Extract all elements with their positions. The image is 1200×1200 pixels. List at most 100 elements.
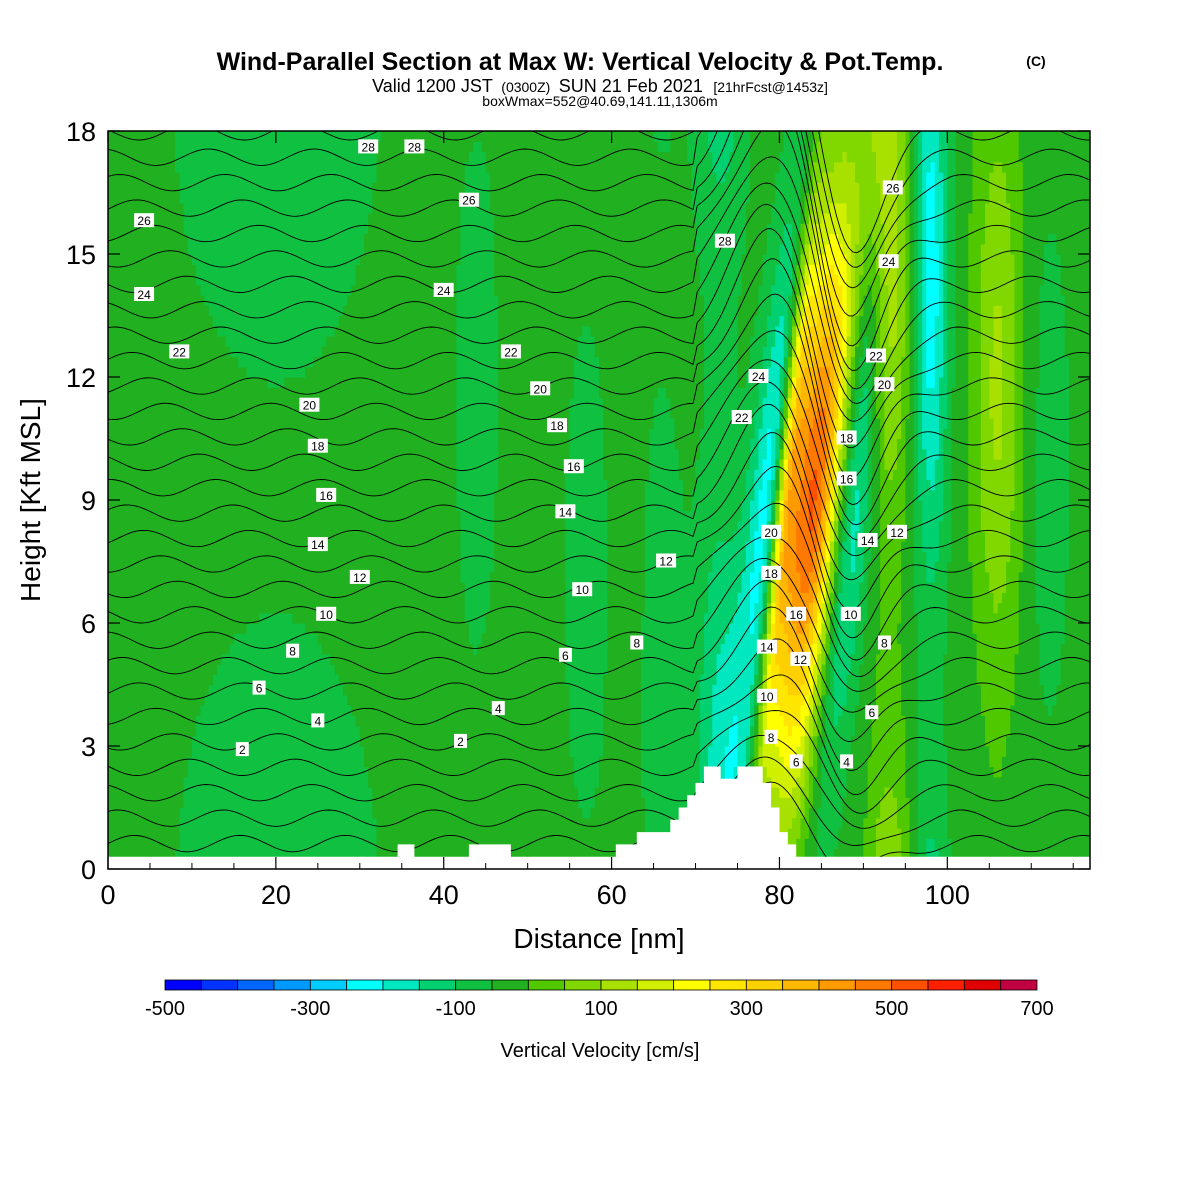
contour-label: 4 — [840, 754, 854, 769]
contour-label: 6 — [558, 647, 572, 663]
x-tick-label: 40 — [429, 880, 459, 910]
colorbar-swatch — [600, 979, 638, 991]
colorbar-tick-label: -500 — [145, 998, 185, 1020]
colorbar-tick-label: 300 — [730, 998, 763, 1020]
y-axis-label: Height [Kft MSL] — [15, 398, 46, 602]
theta-contours — [108, 131, 1090, 869]
contour-label: 24 — [134, 287, 155, 302]
colorbar-tick-label: 700 — [1020, 998, 1053, 1020]
colorbar — [164, 979, 1038, 991]
contour-label: 18 — [761, 565, 782, 581]
theta-contour — [108, 638, 1090, 772]
y-tick-label: 0 — [81, 855, 96, 885]
valid-line: Valid 1200 JST (0300Z) SUN 21 Feb 2021 [… — [372, 76, 828, 96]
contour-label: 26 — [134, 213, 155, 228]
contour-label: 26 — [458, 192, 479, 208]
contour-label: 6 — [789, 754, 803, 769]
x-tick-label: 0 — [100, 880, 115, 910]
contour-label: 18 — [307, 438, 328, 454]
contour-label: 18 — [547, 418, 567, 433]
contour-label: 14 — [756, 639, 777, 655]
contour-label: 20 — [299, 397, 320, 413]
contour-label: 10 — [840, 606, 861, 622]
theta-contour — [108, 156, 1090, 390]
theta-contour — [108, 606, 1090, 743]
theta-contour — [108, 403, 1090, 581]
colorbar-tick-label: -100 — [436, 998, 476, 1020]
contour-label: 24 — [433, 282, 454, 298]
theta-contour — [108, 131, 1090, 289]
y-tick-label: 18 — [66, 117, 96, 147]
x-tick-label: 20 — [261, 880, 291, 910]
valid-utc: (0300Z) — [501, 79, 550, 95]
contour-label: 6 — [252, 680, 266, 696]
theta-contour — [108, 756, 1090, 846]
colorbar-swatch — [200, 979, 239, 991]
theta-contour — [108, 557, 1090, 692]
colorbar-swatch — [491, 979, 529, 991]
contour-label: 24 — [878, 254, 899, 269]
contour-label: 8 — [630, 635, 644, 651]
y-tick-label: 15 — [66, 240, 96, 270]
contour-label: 4 — [311, 713, 325, 728]
contour-label: 22 — [500, 344, 521, 359]
colorbar-swatch — [927, 979, 965, 991]
x-tick-label: 60 — [597, 880, 627, 910]
contour-label: 10 — [316, 606, 337, 622]
theta-contour — [108, 131, 1090, 347]
x-axis: 0 20 40 60 80 100 — [100, 131, 1074, 910]
theta-contour — [108, 131, 1090, 317]
contour-label: 12 — [656, 553, 677, 569]
contour-label: 10 — [572, 582, 593, 597]
colorbar-swatch — [963, 979, 1002, 991]
colorbar-swatch — [164, 979, 202, 991]
colorbar-swatch — [709, 979, 747, 991]
theta-contour — [108, 674, 1090, 796]
contour-label: 2 — [235, 742, 249, 757]
y-tick-label: 12 — [66, 363, 96, 393]
contour-label: 14 — [555, 504, 576, 519]
contour-label: 24 — [748, 369, 769, 384]
contour-label: 22 — [169, 344, 190, 359]
theta-contour — [108, 131, 1090, 268]
contour-label: 16 — [836, 471, 857, 487]
theta-contour — [108, 380, 1090, 557]
colorbar-tick-label: 100 — [584, 998, 617, 1020]
colorbar-tick-label: -300 — [290, 998, 330, 1020]
x-axis-label: Distance [nm] — [513, 923, 684, 954]
contour-label: 8 — [764, 729, 778, 745]
colorbar-swatch — [636, 979, 675, 991]
contour-label: 10 — [756, 688, 777, 704]
contour-label: 18 — [836, 430, 857, 446]
theta-contour — [108, 502, 1090, 661]
colorbar-swatch — [309, 979, 348, 991]
contour-label: 28 — [358, 139, 379, 154]
colorbar-ticks: -500 -300 -100 100 300 500 700 — [145, 998, 1054, 1020]
contour-label: 28 — [404, 139, 425, 154]
contour-label: 16 — [316, 487, 337, 503]
contour-label: 16 — [563, 459, 584, 474]
y-tick-label: 6 — [81, 609, 96, 639]
theta-contour — [108, 465, 1090, 639]
valid-time: Valid 1200 JST — [372, 76, 493, 96]
theta-contour — [108, 734, 1090, 829]
contour-label: 28 — [714, 233, 735, 249]
contour-label: 12 — [349, 569, 370, 585]
contour-label: 22 — [731, 410, 752, 425]
colorbar-swatch — [854, 979, 893, 991]
x-tick-label: 80 — [764, 880, 794, 910]
forecast-info: [21hrFcst@1453z] — [713, 79, 828, 95]
colorbar-swatch — [564, 979, 602, 991]
colorbar-swatch — [673, 979, 711, 991]
contour-label: 16 — [786, 606, 807, 622]
chart-title: Wind-Parallel Section at Max W: Vertical… — [217, 48, 944, 76]
contour-label: 12 — [887, 524, 907, 540]
colorbar-label: Vertical Velocity [cm/s] — [501, 1040, 700, 1062]
theta-contour — [108, 535, 1090, 678]
colorbar-swatch — [891, 979, 929, 991]
theta-contour — [108, 258, 1090, 479]
contour-label: 14 — [857, 533, 878, 548]
theta-contour — [108, 359, 1090, 541]
y-tick-label: 9 — [81, 486, 96, 516]
